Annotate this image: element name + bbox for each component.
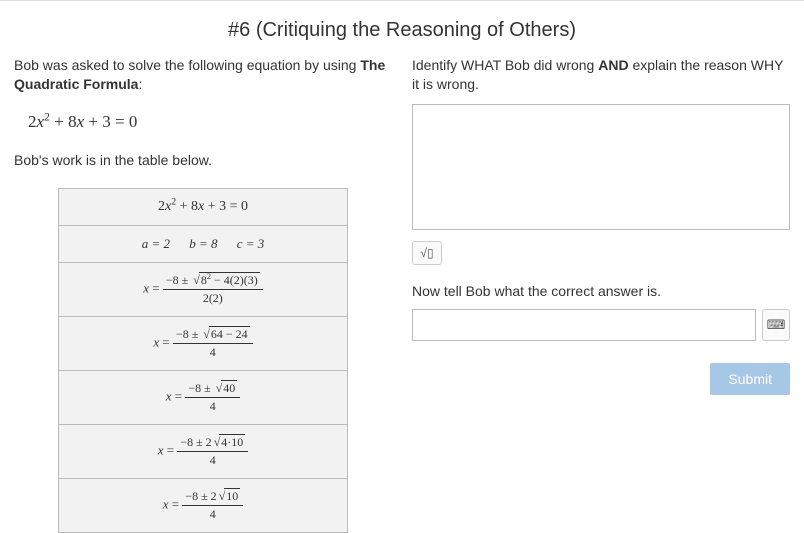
- math-sqrt-button[interactable]: √▯: [412, 241, 442, 265]
- explanation-textarea[interactable]: [412, 104, 790, 230]
- coef-c: c = 3: [237, 236, 265, 251]
- left-prompt: Bob was asked to solve the following equ…: [14, 56, 392, 94]
- submit-button[interactable]: Submit: [710, 363, 790, 395]
- work-intro: Bob's work is in the table below.: [14, 152, 392, 168]
- right-prompt-pre: Identify WHAT Bob did wrong: [412, 57, 598, 73]
- table-row-coefficients: a = 2 b = 8 c = 3: [59, 225, 348, 262]
- given-equation: 2x2 + 8x + 3 = 0: [28, 112, 392, 132]
- table-row-step6: x = −8 ± 24·10 4: [59, 424, 348, 478]
- keypad-button[interactable]: ⌨: [762, 309, 790, 341]
- bob-work-table: 2x2 + 8x + 3 = 0 a = 2 b = 8 c = 3 x = −…: [58, 188, 348, 533]
- table-row-equation: 2x2 + 8x + 3 = 0: [59, 188, 348, 225]
- coef-a: a = 2: [142, 236, 170, 251]
- left-prompt-post: :: [138, 76, 142, 92]
- sqrt-icon: √▯: [420, 246, 433, 260]
- table-row-step4: x = −8 ± 64 − 24 4: [59, 316, 348, 370]
- page-title: #6 (Critiquing the Reasoning of Others): [14, 19, 790, 42]
- answer-input[interactable]: [412, 309, 756, 341]
- right-prompt-bold: AND: [598, 57, 628, 73]
- keyboard-icon: ⌨: [767, 317, 786, 333]
- table-row-step5: x = −8 ± 40 4: [59, 370, 348, 424]
- coef-b: b = 8: [189, 236, 217, 251]
- table-row-step7: x = −8 ± 210 4: [59, 478, 348, 532]
- left-prompt-pre: Bob was asked to solve the following equ…: [14, 57, 360, 73]
- table-row-step3: x = −8 ± 82 − 4(2)(3) 2(2): [59, 262, 348, 316]
- right-prompt: Identify WHAT Bob did wrong AND explain …: [412, 56, 790, 94]
- followup-prompt: Now tell Bob what the correct answer is.: [412, 283, 790, 299]
